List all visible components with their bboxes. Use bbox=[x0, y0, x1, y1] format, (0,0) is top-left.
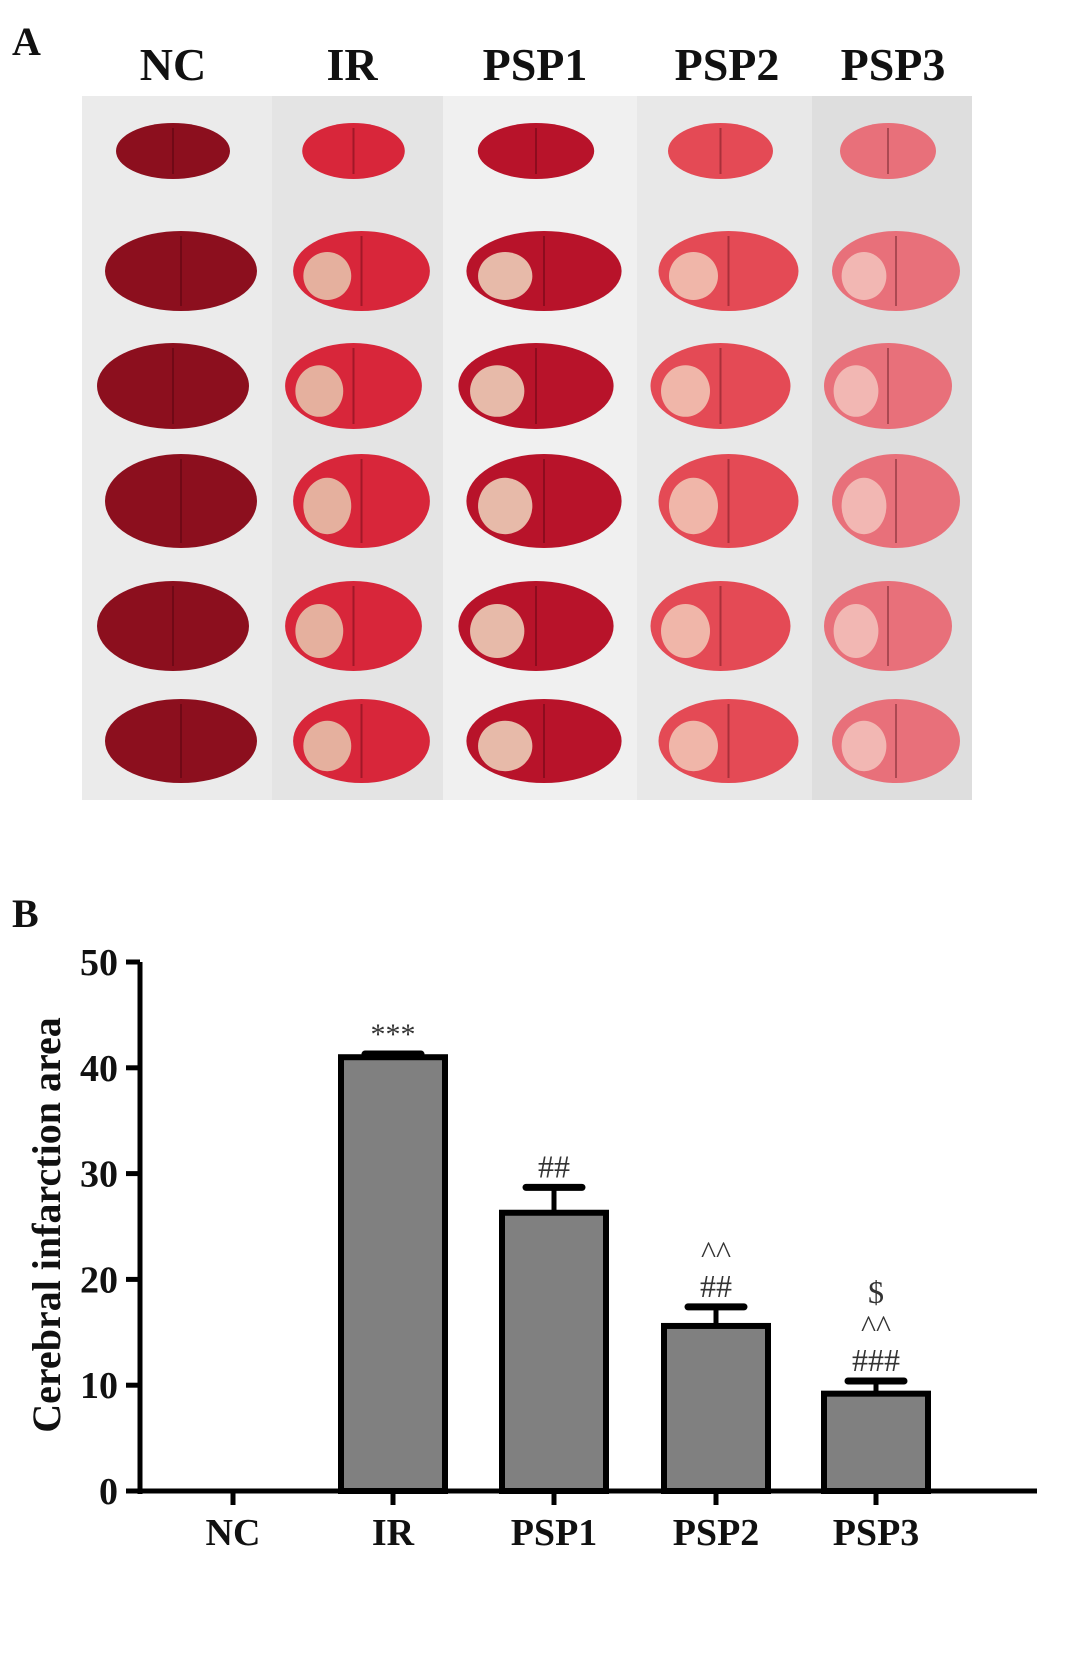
infarct-region bbox=[661, 604, 710, 658]
infarct-region bbox=[470, 604, 525, 658]
infarct-region bbox=[669, 477, 718, 535]
bar-psp3 bbox=[821, 1390, 931, 1494]
column-label-ir: IR bbox=[326, 39, 378, 90]
infarct-region bbox=[478, 252, 533, 300]
bar-chart: 0 10 20 30 40 50 Cerebral infarction area NC IR *… bbox=[24, 942, 1037, 1554]
x-tick-label-psp1: PSP1 bbox=[511, 1512, 598, 1554]
significance-label-ir: *** bbox=[371, 1018, 416, 1051]
column-label-psp3: PSP3 bbox=[840, 39, 946, 90]
y-tick-label: 40 bbox=[80, 1048, 118, 1090]
bar-psp2 bbox=[661, 1322, 771, 1495]
significance-label-psp2: ^^ bbox=[701, 1234, 731, 1270]
x-tick-label-psp2: PSP2 bbox=[673, 1512, 760, 1554]
infarct-region bbox=[841, 477, 887, 535]
y-tick-label: 50 bbox=[80, 942, 118, 984]
brain-slice bbox=[105, 231, 257, 311]
panel-a-letter: A bbox=[12, 19, 41, 64]
infarct-region bbox=[669, 252, 718, 300]
x-tick-label-psp3: PSP3 bbox=[833, 1512, 920, 1554]
bar-psp1 bbox=[499, 1209, 609, 1494]
brain-slice bbox=[477, 123, 595, 179]
significance-label-psp3: $ bbox=[868, 1274, 884, 1310]
infarct-region bbox=[303, 720, 352, 772]
x-tick-label-ir: IR bbox=[372, 1512, 415, 1554]
x-tick-label-nc: NC bbox=[206, 1512, 261, 1554]
infarct-region bbox=[661, 365, 710, 417]
infarct-region bbox=[669, 720, 718, 772]
brain-slice bbox=[105, 454, 257, 548]
infarct-region bbox=[303, 252, 352, 300]
infarct-region bbox=[295, 365, 344, 417]
brain-slice bbox=[302, 123, 405, 179]
bar-ir bbox=[338, 1054, 448, 1494]
significance-label-psp1: ## bbox=[538, 1148, 570, 1184]
y-tick-label: 30 bbox=[80, 1154, 118, 1196]
photo-column-bg bbox=[443, 96, 637, 800]
y-tick-label: 0 bbox=[99, 1471, 118, 1513]
photo-column-bg bbox=[637, 96, 812, 800]
photo-column-bg bbox=[812, 96, 972, 800]
infarct-region bbox=[841, 720, 887, 772]
photo-column-bg bbox=[272, 96, 443, 800]
infarct-region bbox=[841, 252, 887, 300]
significance-label-psp3: ### bbox=[852, 1342, 900, 1378]
infarct-region bbox=[833, 365, 879, 417]
infarct-region bbox=[478, 477, 533, 535]
infarct-region bbox=[303, 477, 352, 535]
brain-slice bbox=[668, 123, 773, 179]
brain-slice bbox=[97, 343, 249, 429]
photo-column-bg bbox=[82, 96, 272, 800]
brain-slice bbox=[97, 581, 249, 671]
brain-slice bbox=[840, 123, 936, 179]
y-axis-label: Cerebral infarction area bbox=[24, 1017, 69, 1432]
column-label-nc: NC bbox=[139, 39, 207, 90]
significance-label-psp2: ## bbox=[700, 1268, 732, 1304]
brain-slices-photo bbox=[82, 96, 972, 800]
infarct-region bbox=[478, 720, 533, 772]
brain-slice bbox=[116, 123, 230, 179]
significance-label-psp3: ^^ bbox=[861, 1308, 891, 1344]
panel-b-letter: B bbox=[12, 891, 39, 936]
infarct-region bbox=[295, 604, 344, 658]
column-label-psp2: PSP2 bbox=[674, 39, 780, 90]
infarct-region bbox=[470, 365, 525, 417]
y-tick-label: 20 bbox=[80, 1259, 118, 1301]
infarct-region bbox=[833, 604, 879, 658]
y-tick-label: 10 bbox=[80, 1365, 118, 1407]
column-label-psp1: PSP1 bbox=[482, 39, 588, 90]
brain-slice bbox=[105, 699, 257, 783]
